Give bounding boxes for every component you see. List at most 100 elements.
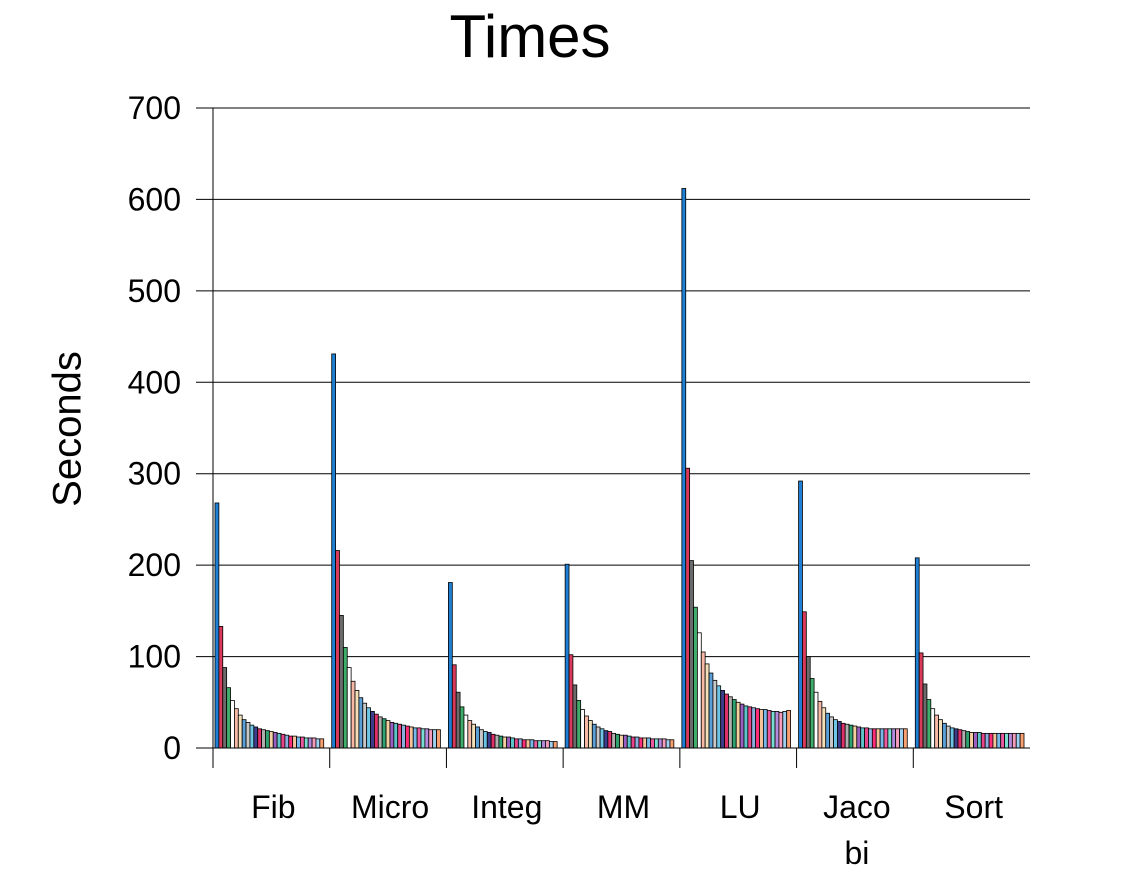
x-category-label: Sort (944, 789, 1003, 825)
x-category-label: bi (844, 835, 869, 871)
bar (665, 739, 671, 749)
bar (825, 712, 831, 749)
bar (802, 611, 807, 749)
bar (626, 735, 632, 749)
bar (864, 727, 869, 749)
bar (766, 710, 772, 749)
bar (918, 652, 924, 749)
bar (1019, 732, 1025, 749)
bar (856, 726, 862, 749)
bar (416, 727, 422, 749)
bar (599, 728, 605, 749)
bar (619, 734, 624, 749)
bar (751, 707, 757, 749)
y-tick-label: 500 (128, 273, 181, 309)
bar (969, 732, 974, 749)
bar (428, 729, 434, 749)
bar (712, 679, 718, 749)
bar (681, 188, 687, 749)
bar (786, 710, 791, 749)
bar (366, 707, 371, 749)
bar (930, 708, 936, 749)
bar (957, 729, 963, 749)
x-category-label: LU (720, 789, 761, 825)
bar (517, 738, 523, 749)
bar (307, 737, 313, 749)
bar (669, 739, 675, 749)
bar (895, 728, 900, 749)
bar (234, 708, 239, 749)
bar (463, 714, 469, 749)
y-tick-label: 100 (128, 639, 181, 675)
bar (362, 702, 368, 749)
bar (514, 738, 519, 749)
bar (762, 709, 768, 749)
bar (533, 740, 539, 749)
bar (708, 672, 714, 749)
bar (385, 720, 391, 749)
bar (953, 728, 959, 749)
bar (214, 502, 220, 749)
bar (735, 701, 741, 749)
y-tick-label: 400 (128, 364, 181, 400)
x-category-label: MM (597, 789, 650, 825)
bar (288, 735, 294, 749)
y-tick-label: 300 (128, 456, 181, 492)
bar (342, 647, 348, 749)
bar (868, 728, 873, 749)
bar (739, 703, 745, 749)
bar (436, 729, 441, 749)
bar (370, 711, 375, 749)
gridlines (196, 107, 1030, 749)
bar (973, 732, 978, 749)
bar (552, 741, 558, 749)
x-category-label: Integ (471, 789, 542, 825)
bar (525, 739, 531, 749)
bar (303, 737, 309, 749)
bar (588, 720, 593, 749)
bar (490, 733, 496, 749)
bar (731, 699, 737, 749)
bar (475, 726, 480, 749)
bar (580, 709, 585, 749)
bar (311, 737, 317, 749)
bar (996, 732, 1002, 749)
bar (412, 727, 418, 749)
bar (584, 715, 589, 749)
bar (241, 719, 247, 749)
bar (945, 725, 951, 749)
bar (268, 731, 274, 749)
bar (704, 663, 710, 749)
x-category-label: Fib (251, 789, 295, 825)
bar (455, 691, 461, 749)
bar (634, 736, 640, 749)
bar (245, 722, 251, 749)
bar (860, 727, 865, 749)
bar (397, 723, 403, 749)
bar (817, 700, 823, 749)
bar (887, 728, 893, 749)
bar (502, 736, 508, 749)
bar (272, 732, 278, 749)
bar (977, 732, 982, 749)
bar (852, 725, 858, 749)
bar (358, 697, 364, 749)
bar (545, 740, 550, 749)
bar (541, 740, 546, 749)
bar (226, 687, 231, 749)
bar (720, 690, 725, 749)
bar (292, 735, 297, 749)
bar (331, 353, 336, 749)
bar (296, 736, 301, 749)
bar (479, 729, 484, 749)
bar (992, 732, 998, 749)
bar (381, 718, 387, 749)
bar (747, 706, 753, 749)
y-tick-label: 200 (128, 547, 181, 583)
bar (265, 730, 270, 749)
bar (548, 741, 554, 749)
bar (506, 736, 511, 749)
bar (354, 690, 360, 749)
bar (988, 732, 994, 749)
